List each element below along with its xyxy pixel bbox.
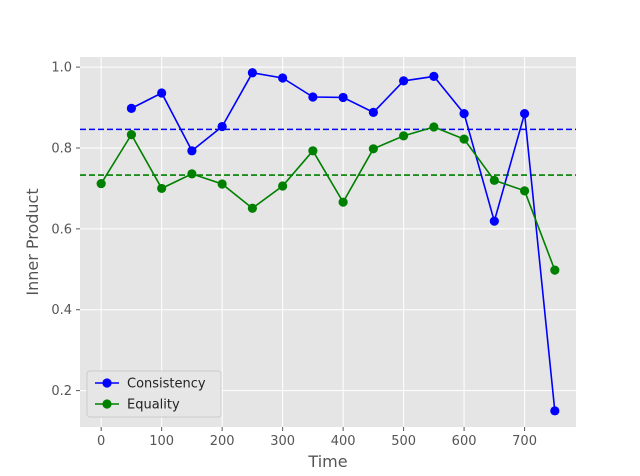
equality-series-line: [100, 126, 556, 271]
equality-point: [489, 175, 499, 185]
equality-point: [550, 265, 560, 275]
consistency-point: [126, 103, 137, 113]
consistency-legend-marker: [102, 378, 112, 388]
consistency-point: [519, 109, 530, 119]
equality-point: [157, 183, 167, 194]
y-tick-label: 0.2: [51, 384, 72, 399]
series-layer: [96, 68, 560, 416]
x-tick-label: 500: [391, 434, 416, 449]
x-tick-label: 100: [149, 434, 174, 449]
equality-point: [187, 169, 197, 179]
consistency-point: [308, 92, 318, 102]
equality-point: [126, 130, 137, 140]
equality-point: [247, 203, 257, 213]
consistency-point: [459, 109, 469, 119]
plot-background: [80, 57, 576, 427]
equality-point: [308, 146, 318, 156]
x-tick-label: 0: [97, 434, 105, 449]
consistency-point: [550, 406, 560, 416]
equality-point: [519, 186, 530, 196]
equality-point: [429, 122, 439, 132]
consistency-point: [187, 146, 197, 156]
consistency-point: [489, 216, 499, 226]
legend-box: [86, 370, 222, 418]
consistency-point: [368, 107, 378, 117]
equality-point: [217, 179, 227, 189]
equality-point: [338, 197, 348, 207]
y-tick-label: 1.0: [51, 61, 72, 76]
consistency-point: [429, 71, 439, 82]
y-tick-label: 0.6: [51, 222, 72, 237]
consistency-point: [338, 92, 348, 103]
consistency-point: [399, 76, 409, 86]
y-tick-label: 0.8: [51, 141, 72, 156]
consistency-point: [217, 121, 227, 132]
x-tick-label: 300: [270, 434, 295, 449]
equality-point: [278, 181, 288, 191]
x-axis-label: Time: [307, 452, 347, 471]
equality-point: [368, 144, 378, 154]
equality-point: [399, 131, 409, 141]
equality-point: [96, 178, 106, 189]
x-tick-label: 600: [452, 434, 477, 449]
consistency-legend-label: Consistency: [127, 377, 206, 392]
x-tick-label: 400: [331, 434, 356, 449]
equality-point: [459, 134, 469, 144]
consistency-point: [247, 68, 257, 78]
x-tick-label: 700: [512, 434, 537, 449]
consistency-point: [278, 73, 288, 83]
legend: Consistency Equality: [86, 370, 222, 418]
consistency-point: [157, 88, 167, 98]
x-tick-label: 200: [210, 434, 235, 449]
y-tick-label: 0.4: [51, 303, 72, 318]
equality-legend-marker: [102, 399, 112, 409]
y-axis-label: Inner Product: [23, 188, 42, 295]
equality-legend-label: Equality: [127, 398, 180, 413]
ticks: 0 100 200 300 400 500 600 700 0.2 0.4 0.6 0.8 1.0: [51, 61, 537, 449]
